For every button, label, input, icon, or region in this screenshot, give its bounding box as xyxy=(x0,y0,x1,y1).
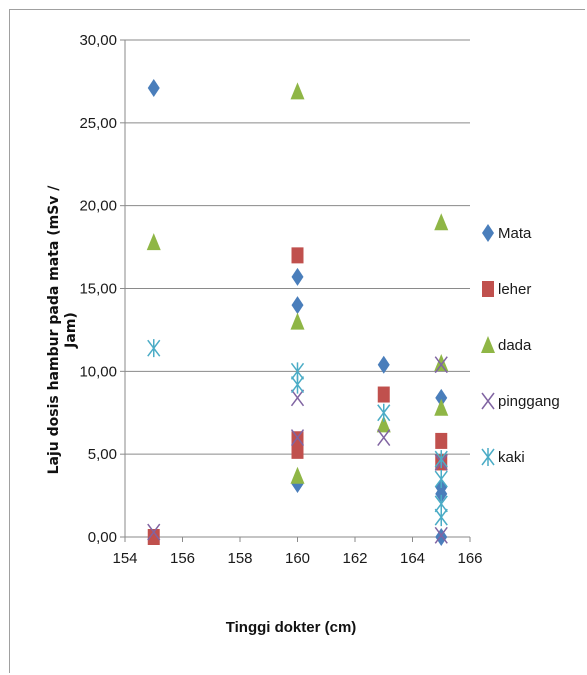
series-kaki xyxy=(147,339,448,527)
data-point-pinggang xyxy=(434,356,448,374)
data-point-leher xyxy=(291,247,304,264)
chart-frame xyxy=(9,9,585,673)
x-axis-label: Tinggi dokter (cm) xyxy=(226,619,357,636)
data-point-dada xyxy=(290,82,305,100)
data-point-pinggang xyxy=(377,429,391,447)
y-tick-labels: 0,00 5,00 10,00 15,00 20,00 25,00 30,00 xyxy=(79,32,117,546)
legend-item-kaki: kaki xyxy=(481,448,525,466)
legend: Mata leher dada pinggang kaki xyxy=(481,224,560,466)
legend-label: kaki xyxy=(498,449,525,466)
series-leher xyxy=(147,247,448,545)
y-tick-label: 10,00 xyxy=(79,363,117,380)
x-tick-labels: 154 156 158 160 162 164 166 xyxy=(112,550,482,567)
data-point-kaki xyxy=(434,508,448,527)
data-point-mata xyxy=(435,388,448,407)
y-tick-label: 15,00 xyxy=(79,281,117,298)
data-point-mata xyxy=(377,355,390,374)
x-tick-label: 162 xyxy=(342,550,367,567)
data-point-pinggang xyxy=(434,526,448,544)
y-tick-label: 30,00 xyxy=(79,32,117,49)
y-axis-label: Laju dosis hambur pada mata (mSv / Jam) xyxy=(46,185,79,475)
legend-marker xyxy=(481,336,495,353)
data-points xyxy=(146,79,449,546)
data-point-leher xyxy=(435,432,448,449)
data-point-leher xyxy=(147,529,160,545)
x-tick-label: 166 xyxy=(457,550,482,567)
y-tick-label: 25,00 xyxy=(79,115,117,132)
legend-marker xyxy=(481,392,495,410)
y-tick-label: 0,00 xyxy=(88,529,117,546)
legend-label: pinggang xyxy=(498,393,560,410)
data-point-mata xyxy=(291,296,304,315)
data-point-kaki xyxy=(147,339,161,358)
data-point-pinggang xyxy=(290,429,305,447)
legend-marker xyxy=(481,448,495,466)
legend-marker xyxy=(482,281,494,297)
data-point-mata xyxy=(291,267,304,286)
data-point-dada xyxy=(376,415,391,433)
data-point-dada xyxy=(434,398,449,416)
legend-item-leher: leher xyxy=(482,281,531,298)
data-point-kaki xyxy=(377,403,391,422)
y-tick-label: 5,00 xyxy=(88,446,117,463)
y-axis-label-line-1: Laju dosis hambur pada mata (mSv / xyxy=(46,185,62,475)
data-point-leher xyxy=(377,386,390,403)
axes xyxy=(120,39,471,542)
legend-label: dada xyxy=(498,337,532,354)
legend-item-mata: Mata xyxy=(482,224,532,242)
y-tick-label: 20,00 xyxy=(79,198,117,215)
data-point-dada xyxy=(290,466,305,484)
data-point-pinggang xyxy=(290,389,305,407)
legend-item-pinggang: pinggang xyxy=(481,392,560,410)
data-point-dada xyxy=(290,312,305,330)
legend-item-dada: dada xyxy=(481,336,532,354)
x-tick-label: 156 xyxy=(170,550,195,567)
legend-label: Mata xyxy=(498,225,532,242)
data-point-kaki xyxy=(434,450,448,469)
data-point-pinggang xyxy=(147,523,161,541)
data-point-mata xyxy=(147,79,160,98)
legend-label: leher xyxy=(498,281,531,298)
x-tick-label: 164 xyxy=(400,550,425,567)
series-dada xyxy=(146,82,449,484)
data-point-kaki xyxy=(434,470,448,489)
data-point-mata xyxy=(435,484,448,503)
data-point-dada xyxy=(434,213,449,231)
x-tick-label: 158 xyxy=(227,550,252,567)
data-point-leher xyxy=(291,442,304,459)
y-axis-label-line-2: Jam) xyxy=(63,312,79,349)
data-point-dada xyxy=(146,233,161,251)
x-tick-label: 160 xyxy=(285,550,310,567)
x-tick-label: 154 xyxy=(112,550,137,567)
data-point-dada xyxy=(434,354,449,372)
data-point-kaki xyxy=(290,375,305,394)
legend-marker xyxy=(482,224,494,242)
